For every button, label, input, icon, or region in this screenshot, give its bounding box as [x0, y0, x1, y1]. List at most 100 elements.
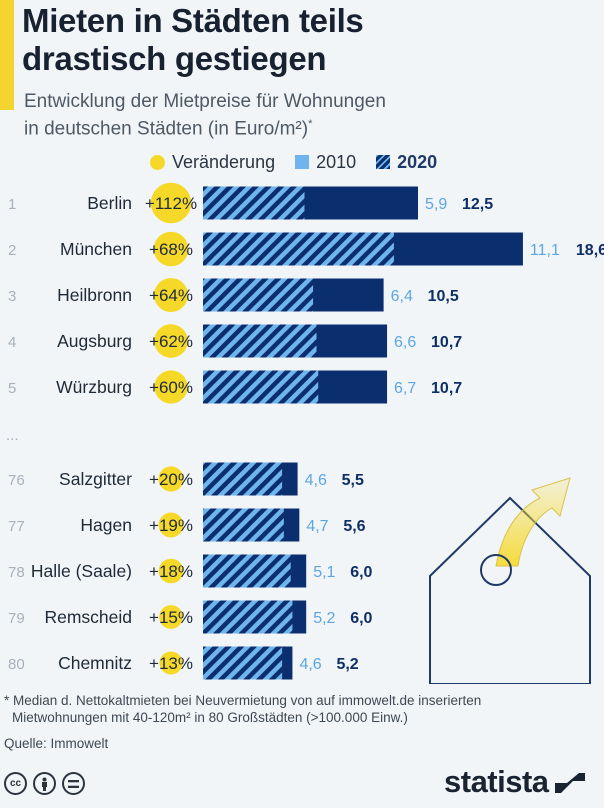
city-label: Salzgitter: [59, 469, 132, 489]
license-icons: cc: [4, 772, 91, 795]
title-line-2: drastisch gestiegen: [22, 40, 327, 77]
brand-text: statista: [444, 764, 549, 799]
value-2010-label: 5,1: [313, 564, 335, 581]
chart-row-4: 4 Augsburg +62% 6,6 10,7: [8, 324, 462, 358]
bar-2010: [203, 646, 283, 680]
value-2010-label: 6,6: [394, 334, 416, 351]
city-label: Heilbronn: [57, 285, 132, 305]
subtitle-line-1: Entwicklung der Mietpreise für Wohnungen: [24, 91, 386, 112]
change-label: +15%: [149, 608, 193, 627]
bar-2010: [203, 554, 291, 588]
chart-rows: 1 Berlin +112% 5,9 12,5 2 München +68% 11,1 18,6 3…: [8, 182, 604, 680]
footnote: * Median d. Nettokaltmieten bei Neuvermi…: [4, 692, 604, 726]
change-label: +19%: [149, 516, 193, 535]
value-2020-label: 5,5: [342, 472, 364, 489]
value-2020-label: 6,0: [350, 610, 372, 627]
accent-bar: [0, 0, 14, 110]
bar-2010: [203, 508, 284, 542]
change-dot: [154, 278, 188, 312]
rank-label: 77: [8, 518, 25, 535]
house-arrow-illustration: [429, 477, 591, 684]
value-2020-label: 10,7: [431, 380, 462, 397]
source-note: Quelle: Immowelt: [4, 736, 109, 751]
value-2010-label: 4,6: [305, 472, 327, 489]
change-dot: [150, 182, 192, 224]
bar-2010: [203, 462, 283, 496]
footnote-line-1: * Median d. Nettokaltmieten bei Neuvermi…: [4, 693, 482, 708]
legend-item-2020: 2020: [376, 152, 437, 173]
change-label: +60%: [149, 378, 193, 397]
change-dot: [158, 558, 184, 584]
value-2010-label: 4,6: [299, 656, 321, 673]
value-2010-label: 11,1: [530, 242, 560, 259]
change-label: +112%: [145, 194, 197, 213]
change-dot: [158, 512, 184, 538]
change-dot: [153, 231, 189, 267]
statista-logo-icon: [554, 773, 585, 793]
value-2020-label: 5,2: [336, 656, 358, 673]
value-2010-label: 6,7: [394, 380, 416, 397]
value-2020-label: 18,6: [576, 242, 604, 259]
rank-label: 79: [8, 610, 25, 627]
bar-2010: [203, 324, 317, 358]
value-2020-label: 10,5: [428, 288, 459, 305]
city-label: München: [60, 239, 132, 259]
bar-2010: [203, 370, 319, 404]
value-2020-label: 10,7: [431, 334, 462, 351]
chart-row-80: 80 Chemnitz +13% 4,6 5,2: [8, 646, 359, 680]
chart-row-76: 76 Salzgitter +20% 4,6 5,5: [8, 462, 364, 496]
rank-label: 78: [8, 564, 25, 581]
change-dot: [154, 370, 188, 404]
footnote-line-2: Mietwohnungen mit 40-120m² in 80 Großstä…: [12, 710, 408, 725]
rent-bar-chart: 1 Berlin +112% 5,9 12,5 2 München +68% 11,1 18,6 3…: [6, 182, 604, 680]
chart-row-1: 1 Berlin +112% 5,9 12,5: [8, 182, 493, 224]
subtitle-line-2: in deutschen Städten (in Euro/m²)*: [24, 113, 386, 140]
value-2010-label: 6,4: [391, 288, 413, 305]
page-title: Mieten in Städten teils drastisch gestie…: [22, 2, 592, 78]
subtitle: Entwicklung der Mietpreise für Wohnungen…: [24, 90, 386, 140]
change-label: +64%: [149, 286, 193, 305]
legend-item-change: Veränderung: [150, 152, 275, 173]
rank-label: 76: [8, 472, 25, 489]
city-label: Hagen: [80, 515, 132, 535]
change-label: +68%: [149, 240, 193, 259]
title-line-1: Mieten in Städten teils: [22, 2, 364, 39]
change-label: +18%: [149, 562, 193, 581]
value-2020-label: 12,5: [462, 196, 493, 213]
chart-row-3: 3 Heilbronn +64% 6,4 10,5: [8, 278, 459, 312]
legend-2010-label: 2010: [316, 151, 357, 172]
rank-label: 1: [8, 196, 16, 213]
legend-2020-swatch: [376, 155, 391, 169]
city-label: Berlin: [87, 193, 132, 213]
city-label: Würzburg: [56, 377, 132, 397]
chart-row-2: 2 München +68% 11,1 18,6: [8, 231, 604, 267]
legend-2010-swatch: [295, 155, 310, 169]
rank-label: 2: [8, 242, 16, 259]
city-label: Chemnitz: [58, 653, 132, 673]
statista-logo[interactable]: statista: [444, 764, 587, 800]
chart-row-77: 77 Hagen +19% 4,7 5,6: [8, 508, 366, 542]
city-label: Halle (Saale): [31, 561, 132, 581]
value-2010-label: 4,7: [306, 518, 328, 535]
change-dot: [158, 466, 184, 492]
rank-label: 80: [8, 656, 25, 673]
bar-2010: [203, 600, 293, 634]
rank-label: 3: [8, 288, 16, 305]
change-label: +20%: [149, 470, 193, 489]
rank-label: 4: [8, 334, 16, 351]
chart-row-5: 5 Würzburg +60% 6,7 10,7: [8, 370, 462, 404]
change-label: +13%: [149, 654, 193, 673]
bar-2010: [203, 232, 394, 266]
city-label: Remscheid: [44, 607, 132, 627]
cc-icon[interactable]: cc: [4, 772, 27, 795]
legend-change-label: Veränderung: [172, 151, 276, 172]
bar-2010: [203, 278, 314, 312]
legend-change-dot: [150, 154, 165, 170]
nd-icon[interactable]: [62, 772, 85, 795]
chart-legend: Veränderung 2010 2020: [150, 150, 457, 174]
by-icon[interactable]: [33, 772, 56, 795]
chart-row-78: 78 Halle (Saale) +18% 5,1 6,0: [8, 554, 373, 588]
value-2020-label: 6,0: [350, 564, 372, 581]
subtitle-footnote-mark: *: [308, 118, 313, 130]
change-dot: [159, 651, 183, 675]
